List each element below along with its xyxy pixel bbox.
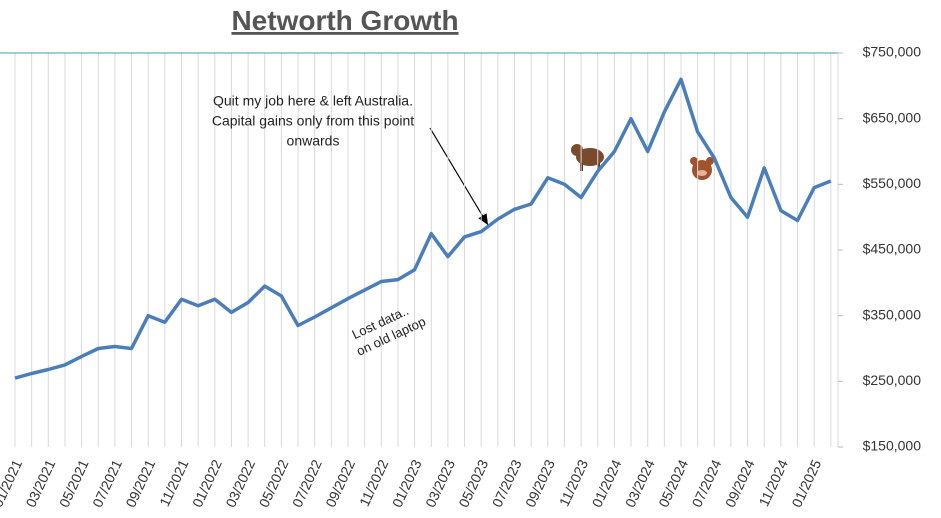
x-tick-label: 01/2023 xyxy=(389,457,425,510)
x-tick-label: 03/2024 xyxy=(622,457,658,510)
annotation-text: Quit my job here & left Australia. xyxy=(213,93,413,109)
x-tick-label: 01/2021 xyxy=(0,457,25,510)
x-tick-label: 09/2023 xyxy=(522,457,558,510)
y-tick-label: $450,000 xyxy=(863,241,922,257)
x-tick-label: 03/2023 xyxy=(422,457,458,510)
x-tick-label: 09/2021 xyxy=(122,457,158,510)
y-tick-label: $550,000 xyxy=(863,175,922,191)
x-tick-label: 07/2021 xyxy=(89,457,125,510)
x-tick-label: 11/2024 xyxy=(756,457,792,509)
annotation-text: onwards xyxy=(287,133,340,149)
y-tick-label: $750,000 xyxy=(863,44,922,60)
y-tick-label: $350,000 xyxy=(863,306,922,322)
data-line xyxy=(14,77,832,380)
y-tick-label: $150,000 xyxy=(863,438,922,454)
bull-icon xyxy=(571,144,604,171)
bear-icon xyxy=(690,157,714,180)
x-tick-label: 03/2021 xyxy=(22,457,58,510)
x-tick-label: 09/2022 xyxy=(322,457,358,510)
x-tick-label: 03/2022 xyxy=(222,457,258,510)
x-tick-label: 07/2024 xyxy=(688,457,724,510)
x-tick-label: 07/2022 xyxy=(289,457,325,510)
x-tick-label: 05/2021 xyxy=(56,457,92,510)
y-tick-label: $650,000 xyxy=(863,109,922,125)
annotation-lost: Lost data..on old laptop xyxy=(350,303,428,359)
x-tick-label: 11/2021 xyxy=(156,457,192,509)
x-tick-label: 05/2024 xyxy=(655,457,691,510)
annotation-text: Capital gains only from this point xyxy=(212,113,414,129)
x-tick-label: 01/2024 xyxy=(589,457,625,510)
x-tick-label: 09/2024 xyxy=(722,457,758,510)
chart-title: Networth Growth xyxy=(231,5,458,36)
y-tick-label: $250,000 xyxy=(863,372,922,388)
x-tick-label: 05/2022 xyxy=(256,457,292,510)
x-tick-label: 07/2023 xyxy=(489,457,525,510)
x-tick-label: 05/2023 xyxy=(455,457,491,510)
x-tick-label: 11/2022 xyxy=(356,457,392,509)
x-tick-label: 11/2023 xyxy=(556,457,592,509)
x-tick-label: 01/2022 xyxy=(189,457,225,510)
annotation-arrow xyxy=(429,127,489,226)
x-tick-label: 01/2025 xyxy=(788,457,824,510)
